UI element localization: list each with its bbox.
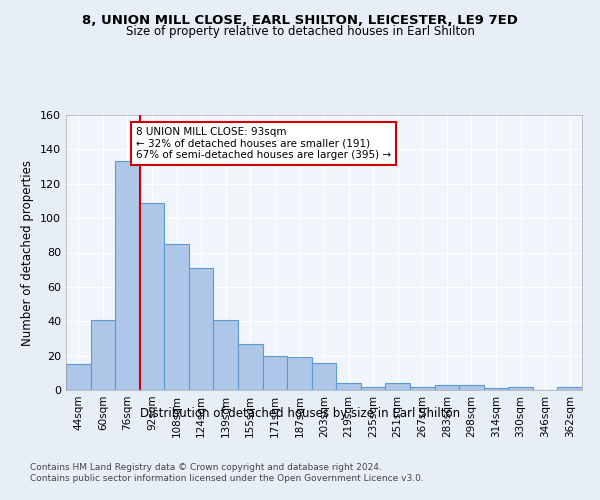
Bar <box>238 344 263 390</box>
Text: Contains public sector information licensed under the Open Government Licence v3: Contains public sector information licen… <box>30 474 424 483</box>
Bar <box>263 356 287 390</box>
Bar <box>214 320 238 390</box>
Bar <box>361 386 385 390</box>
Bar <box>557 386 582 390</box>
Bar <box>484 388 508 390</box>
Bar <box>140 202 164 390</box>
Bar <box>91 320 115 390</box>
Text: 8, UNION MILL CLOSE, EARL SHILTON, LEICESTER, LE9 7ED: 8, UNION MILL CLOSE, EARL SHILTON, LEICE… <box>82 14 518 27</box>
Bar <box>410 386 434 390</box>
Bar <box>336 383 361 390</box>
Y-axis label: Number of detached properties: Number of detached properties <box>22 160 34 346</box>
Text: 8 UNION MILL CLOSE: 93sqm
← 32% of detached houses are smaller (191)
67% of semi: 8 UNION MILL CLOSE: 93sqm ← 32% of detac… <box>136 127 391 160</box>
Bar <box>312 362 336 390</box>
Bar <box>66 364 91 390</box>
Bar <box>189 268 214 390</box>
Text: Contains HM Land Registry data © Crown copyright and database right 2024.: Contains HM Land Registry data © Crown c… <box>30 462 382 471</box>
Bar <box>459 385 484 390</box>
Bar <box>385 383 410 390</box>
Text: Size of property relative to detached houses in Earl Shilton: Size of property relative to detached ho… <box>125 25 475 38</box>
Bar <box>508 386 533 390</box>
Bar <box>115 162 140 390</box>
Bar <box>287 358 312 390</box>
Bar <box>164 244 189 390</box>
Text: Distribution of detached houses by size in Earl Shilton: Distribution of detached houses by size … <box>140 408 460 420</box>
Bar <box>434 385 459 390</box>
